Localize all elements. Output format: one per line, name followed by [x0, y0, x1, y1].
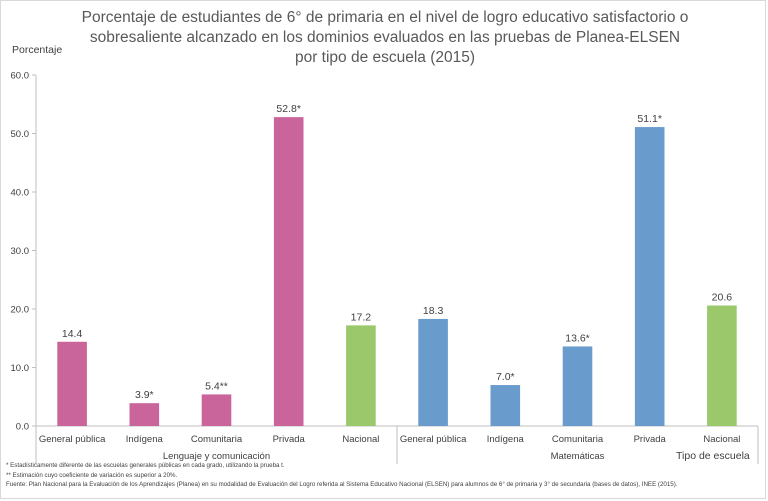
data-label: 3.9* [135, 389, 154, 401]
y-axis-title: Porcentaje [12, 44, 63, 56]
footnote-source: Fuente: Plan Nacional para la Evaluación… [6, 481, 678, 489]
y-tick-label: 60.0 [11, 71, 30, 82]
x-tick-label: Nacional [703, 434, 740, 445]
x-tick-label: Indígena [126, 434, 164, 445]
group-label: Lenguaje y comunicación [163, 451, 270, 462]
x-tick-label: Indígena [487, 434, 525, 445]
bar [129, 403, 160, 426]
y-tick-label: 0.0 [16, 422, 29, 433]
y-tick-label: 50.0 [11, 129, 30, 140]
data-label: 17.2 [351, 311, 372, 323]
data-label: 52.8* [276, 103, 301, 115]
data-label: 18.3 [423, 305, 444, 317]
y-tick-label: 40.0 [11, 188, 30, 199]
x-tick-label: Nacional [342, 434, 379, 445]
group-label: Matemáticas [551, 451, 605, 462]
bar [634, 127, 665, 426]
bar [201, 394, 232, 426]
x-tick-label: General pública [400, 434, 467, 445]
bar [562, 346, 593, 426]
footnote-significance: * Estadísticamente diferente de las escu… [6, 462, 285, 469]
y-tick-label: 20.0 [11, 305, 30, 316]
y-tick-label: 10.0 [11, 363, 30, 374]
bar [273, 117, 304, 427]
x-tick-label: Comunitaria [552, 434, 604, 445]
bar [57, 341, 87, 426]
x-tick-label: Privada [634, 434, 667, 445]
x-axis-title: Tipo de escuela [676, 450, 750, 462]
bars [57, 117, 737, 427]
bar [490, 385, 521, 426]
x-tick-label: Comunitaria [191, 434, 243, 445]
data-label: 20.6 [712, 291, 733, 303]
data-label: 14.4 [62, 328, 83, 340]
data-label: 5.4** [205, 380, 228, 392]
bar [418, 318, 448, 426]
y-tick-label: 30.0 [11, 246, 30, 257]
bar [707, 305, 737, 426]
footnotes: * Estadísticamente diferente de las escu… [6, 461, 762, 490]
labels: 14.4 General pública 3.9* Indígena 5.4** Comu… [39, 103, 741, 462]
footnote-variation: ** Estimación cuyo coeficiente de variac… [6, 471, 178, 479]
data-label: 51.1* [637, 113, 662, 125]
x-tick-label: General pública [39, 434, 106, 445]
data-label: 13.6* [565, 332, 590, 344]
bar [346, 325, 376, 426]
data-label: 7.0* [496, 371, 515, 383]
chart-title: Porcentaje de estudiantes de 6° de prima… [81, 9, 689, 66]
x-tick-label: Privada [273, 434, 306, 445]
axes: 0.0 10.0 20.0 30.0 40.0 50.0 60.0 [11, 71, 759, 464]
